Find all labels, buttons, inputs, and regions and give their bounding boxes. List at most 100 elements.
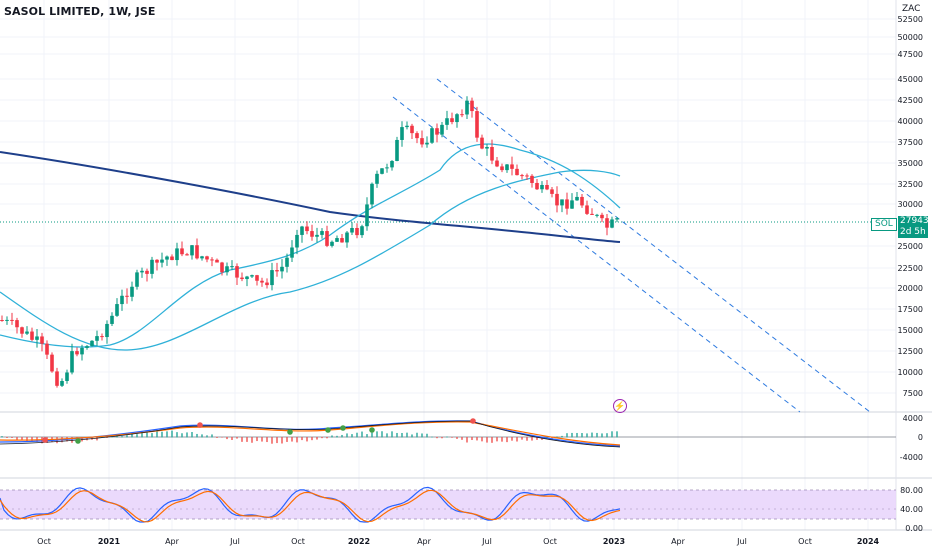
macd-histogram-bar [401,432,403,438]
candle-body [25,331,29,334]
macd-histogram-bar [486,437,488,443]
time-axis-label: Jul [481,537,492,546]
time-axis-label: 2022 [348,537,370,546]
currency-label: ZAC [902,4,921,14]
time-axis-label: Jul [229,537,240,546]
lightning-icon[interactable]: ⚡ [613,399,627,413]
candle-body [5,319,9,321]
moving-average-short [0,143,621,348]
macd-histogram-bar [346,433,348,438]
macd-histogram-bar [591,432,593,438]
candle-body [170,256,174,261]
candle-body [330,241,334,246]
macd-histogram-bar [606,433,608,438]
candle-body [115,304,119,316]
macd-histogram-bar [141,431,143,438]
candle-body [265,282,269,286]
macd-cross-marker [287,429,293,435]
candle-body [340,238,344,243]
candle-body [250,275,254,277]
candle-body [150,259,154,274]
macd-histogram-bar [386,433,388,438]
candle-body [375,173,379,184]
symbol-tag: SOL [871,218,897,231]
macd-histogram-bar [316,437,318,440]
time-axis-label: 2021 [98,537,121,546]
candle-body [220,262,224,273]
macd-cross-marker [197,422,203,428]
macd-histogram-bar [616,431,618,438]
candle-body [510,164,514,169]
candle-body [130,286,134,297]
candle-body [575,196,579,201]
candle-body [45,343,49,355]
candle-body [615,218,619,220]
time-axis-label: Oct [543,537,557,546]
candle-body [50,354,54,372]
macd-histogram-bar [236,437,238,439]
candle-body [555,193,559,206]
candle-body [495,160,499,167]
macd-histogram-bar [501,437,503,442]
candle-body [530,175,534,183]
macd-histogram-bar [526,437,528,441]
candle-body [240,277,244,280]
candle-body [270,270,274,286]
price-axis-label: 35000 [898,159,923,168]
price-axis-label: 17500 [898,305,923,314]
candle-body [365,204,369,227]
candle-body [190,245,194,256]
macd-histogram-bar [576,432,578,438]
macd-histogram-bar [221,437,223,438]
macd-histogram-bar [86,437,88,441]
macd-histogram-bar [71,437,73,443]
macd-histogram-bar [391,431,393,438]
macd-histogram-bar [496,437,498,442]
macd-axis-label: 0 [918,433,923,442]
macd-histogram-bar [596,432,598,438]
macd-histogram-bar [491,437,493,443]
macd-histogram-bar [216,437,218,438]
macd-histogram-bar [446,436,448,438]
price-axis-label: 12500 [898,347,923,356]
candle-body [610,219,614,228]
candle-body [80,347,84,355]
candle-body [430,128,434,143]
price-axis-label: 52500 [898,15,923,24]
candle-body [460,114,464,116]
candle-body [405,125,409,128]
macd-histogram-bar [441,437,443,439]
time-axis-label: 2024 [857,537,880,546]
candle-body [355,227,359,236]
candle-body [410,125,414,134]
macd-histogram-bar [561,435,563,438]
moving-average-mid [0,169,621,351]
candle-body [290,247,294,258]
candle-body [540,185,544,190]
macd-histogram-bar [331,435,333,438]
macd-histogram-bar [506,437,508,443]
candle-body [565,199,569,209]
time-axis-label: Oct [37,537,51,546]
price-axis-label: 42500 [898,96,923,105]
macd-cross-marker [42,437,48,443]
candle-body [445,118,449,125]
candle-body [380,168,384,174]
candle-body [205,256,209,260]
candle-body [260,280,264,283]
candle-body [200,256,204,259]
macd-histogram-bar [226,437,228,440]
macd-histogram-bar [126,435,128,438]
macd-histogram-bar [296,437,298,443]
macd-histogram-bar [291,437,293,442]
macd-histogram-bar [416,432,418,438]
candle-body [145,270,149,274]
stoch-axis-label: 80.00 [900,486,923,495]
candle-body [505,164,509,171]
candle-body [570,200,574,209]
candle-body [590,213,594,215]
candle-body [285,257,289,267]
candle-body [335,238,339,242]
candle-body [480,137,484,149]
